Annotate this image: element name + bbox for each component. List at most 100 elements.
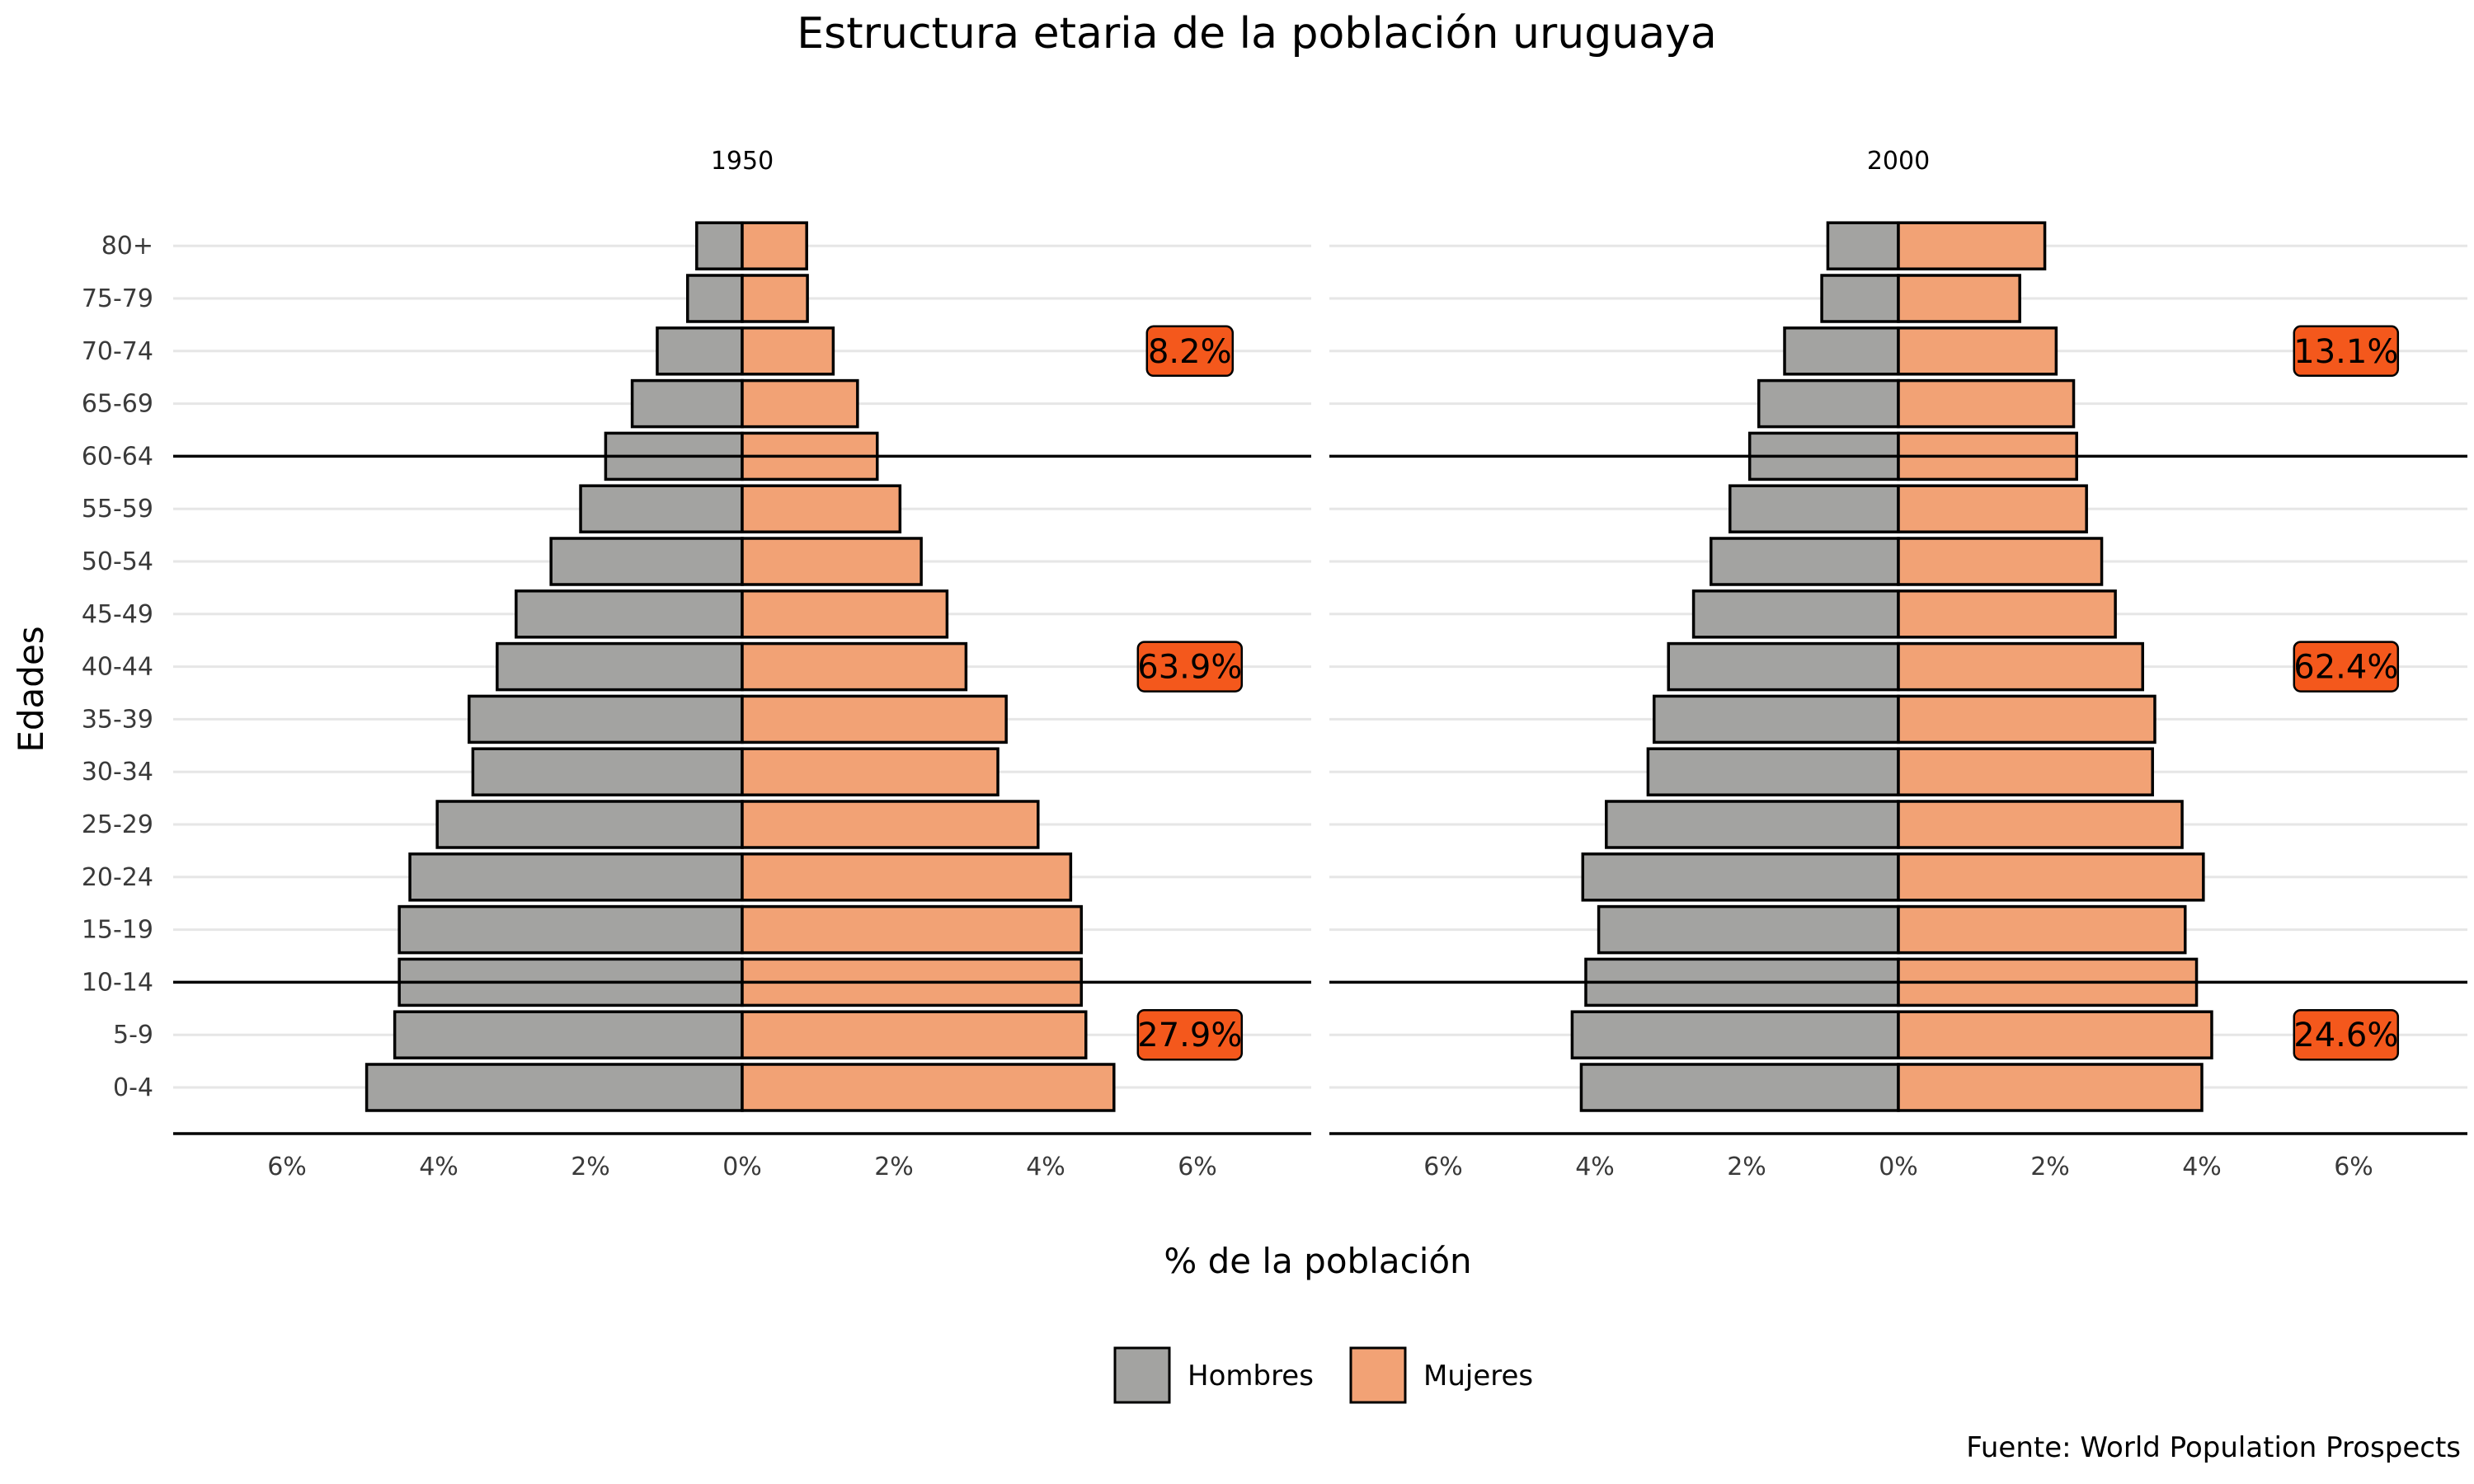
y-tick-40-44: 40-44 — [82, 653, 153, 682]
bar-hombres-1950-20-24 — [408, 852, 744, 902]
bar-hombres-1950-30-34 — [471, 747, 744, 796]
share-label-2000-0-14: 24.6% — [2293, 1017, 2398, 1054]
legend-swatch-hombres — [1113, 1346, 1171, 1404]
bar-mujeres-2000-75-79 — [1897, 274, 2021, 323]
x-tick-2000-3: 0% — [1879, 1153, 1918, 1181]
share-box-1950-15-64 — [1136, 641, 1244, 693]
y-tick-0-4: 0-4 — [113, 1073, 153, 1102]
panel-2000: 2000 6% 4% 2% 0% 2% 4% 6% 24.6% 62.4% 13.1% — [1329, 147, 2467, 1181]
panel-1950: 1950 6% 4% 2% 0% 2% 4% 6% 27.9% 63.9% 8.2% — [173, 147, 1311, 1181]
bar-mujeres-2000-50-54 — [1897, 537, 2104, 586]
legend-swatch-mujeres — [1349, 1346, 1407, 1404]
y-tick-70-74: 70-74 — [82, 337, 153, 366]
x-tick-1950-1: 4% — [419, 1153, 459, 1181]
bar-hombres-2000-0-4 — [1579, 1063, 1900, 1112]
bar-hombres-1950-5-9 — [393, 1010, 744, 1059]
bar-mujeres-2000-35-39 — [1897, 694, 2157, 744]
bar-hombres-1950-25-29 — [435, 800, 744, 849]
bar-hombres-2000-5-9 — [1570, 1010, 1900, 1059]
share-box-1950-65plus — [1145, 325, 1235, 378]
bar-mujeres-1950-0-4 — [741, 1063, 1116, 1112]
bar-hombres-2000-35-39 — [1653, 694, 1900, 744]
x-tick-1950-5: 4% — [1026, 1153, 1065, 1181]
x-tick-2000-5: 4% — [2182, 1153, 2222, 1181]
x-tick-2000-4: 2% — [2030, 1153, 2070, 1181]
bar-mujeres-1950-30-34 — [741, 747, 999, 796]
bar-mujeres-2000-40-44 — [1897, 641, 2144, 692]
bar-hombres-2000-75-79 — [1820, 274, 1900, 323]
bar-mujeres-2000-45-49 — [1897, 589, 2117, 639]
bar-mujeres-2000-65-69 — [1897, 378, 2076, 429]
bar-mujeres-1950-75-79 — [741, 274, 809, 323]
bar-hombres-2000-30-34 — [1646, 747, 1900, 796]
share-box-1950-0-14 — [1136, 1008, 1244, 1061]
bar-hombres-1950-40-44 — [496, 641, 744, 692]
legend: Hombres Mujeres — [1113, 1346, 1533, 1404]
bar-hombres-1950-65-69 — [630, 378, 744, 429]
y-tick-55-59: 55-59 — [82, 495, 153, 524]
share-label-2000-15-64: 62.4% — [2293, 649, 2398, 687]
bar-hombres-2000-70-74 — [1783, 326, 1900, 376]
bar-hombres-2000-80plus — [1826, 221, 1900, 270]
bar-hombres-2000-45-49 — [1691, 589, 1900, 639]
caption-source: Fuente: World Population Prospects — [1966, 1431, 2461, 1464]
y-tick-60-64: 60-64 — [82, 442, 153, 471]
bar-mujeres-2000-55-59 — [1897, 484, 2088, 533]
y-tick-45-49: 45-49 — [82, 600, 153, 629]
y-tick-35-39: 35-39 — [82, 705, 153, 734]
y-axis-title: Edades — [11, 626, 51, 752]
panel-title-1950: 1950 — [711, 147, 774, 176]
y-tick-80plus: 80+ — [101, 232, 153, 261]
bar-mujeres-1950-20-24 — [741, 852, 1073, 902]
chart-title: Estructura etaria de la población urugua… — [797, 9, 1716, 59]
x-tick-2000-0: 6% — [1423, 1153, 1463, 1181]
y-tick-75-79: 75-79 — [82, 284, 153, 313]
bar-mujeres-2000-0-4 — [1897, 1063, 2204, 1112]
bar-hombres-2000-65-69 — [1757, 378, 1900, 429]
y-tick-50-54: 50-54 — [82, 547, 153, 576]
bar-hombres-1950-35-39 — [468, 694, 744, 744]
bar-mujeres-2000-20-24 — [1897, 852, 2205, 902]
legend-label-hombres: Hombres — [1188, 1360, 1314, 1392]
bar-hombres-1950-75-79 — [686, 274, 744, 323]
bar-mujeres-1950-80plus — [741, 221, 808, 270]
bar-hombres-2000-40-44 — [1667, 641, 1900, 692]
y-tick-30-34: 30-34 — [82, 758, 153, 787]
bar-hombres-1950-45-49 — [515, 589, 744, 639]
y-axis-ticks: 0-4 5-9 10-14 15-19 20-24 25-29 30-34 35-39 40-4… — [82, 232, 153, 1102]
bar-mujeres-2000-30-34 — [1897, 747, 2154, 796]
x-tick-1950-3: 0% — [722, 1153, 762, 1181]
share-box-2000-0-14 — [2293, 1008, 2400, 1061]
bar-mujeres-1950-35-39 — [741, 694, 1008, 744]
x-axis-title: % de la población — [1164, 1241, 1471, 1281]
share-label-1950-0-14: 27.9% — [1137, 1017, 1242, 1054]
legend-label-mujeres: Mujeres — [1423, 1360, 1533, 1392]
bar-hombres-1950-55-59 — [579, 484, 744, 533]
x-tick-2000-6: 6% — [2334, 1153, 2373, 1181]
share-label-1950-15-64: 63.9% — [1137, 649, 1242, 687]
bar-mujeres-2000-15-19 — [1897, 904, 2187, 955]
bar-mujeres-1950-55-59 — [741, 484, 902, 533]
x-tick-2000-2: 2% — [1727, 1153, 1766, 1181]
bar-hombres-1950-50-54 — [549, 537, 744, 586]
bar-hombres-1950-0-4 — [365, 1063, 744, 1112]
bar-mujeres-1950-50-54 — [741, 537, 923, 586]
share-box-2000-65plus — [2293, 325, 2400, 378]
y-tick-25-29: 25-29 — [82, 810, 153, 839]
x-tick-2000-1: 4% — [1575, 1153, 1615, 1181]
y-tick-15-19: 15-19 — [82, 916, 153, 945]
bar-mujeres-2000-80plus — [1897, 221, 2047, 270]
bar-hombres-2000-50-54 — [1710, 537, 1900, 586]
bar-mujeres-2000-5-9 — [1897, 1010, 2213, 1059]
bar-hombres-2000-15-19 — [1597, 904, 1900, 955]
panel-title-2000: 2000 — [1867, 147, 1930, 176]
x-tick-1950-0: 6% — [267, 1153, 307, 1181]
bar-mujeres-1950-40-44 — [741, 641, 968, 692]
y-tick-10-14: 10-14 — [82, 968, 153, 997]
share-label-2000-65plus: 13.1% — [2293, 333, 2398, 371]
bar-mujeres-1950-5-9 — [741, 1010, 1088, 1059]
bar-mujeres-1950-45-49 — [741, 589, 949, 639]
bar-hombres-2000-25-29 — [1605, 800, 1900, 849]
bar-hombres-1950-80plus — [695, 221, 744, 270]
bar-mujeres-1950-25-29 — [741, 800, 1040, 849]
